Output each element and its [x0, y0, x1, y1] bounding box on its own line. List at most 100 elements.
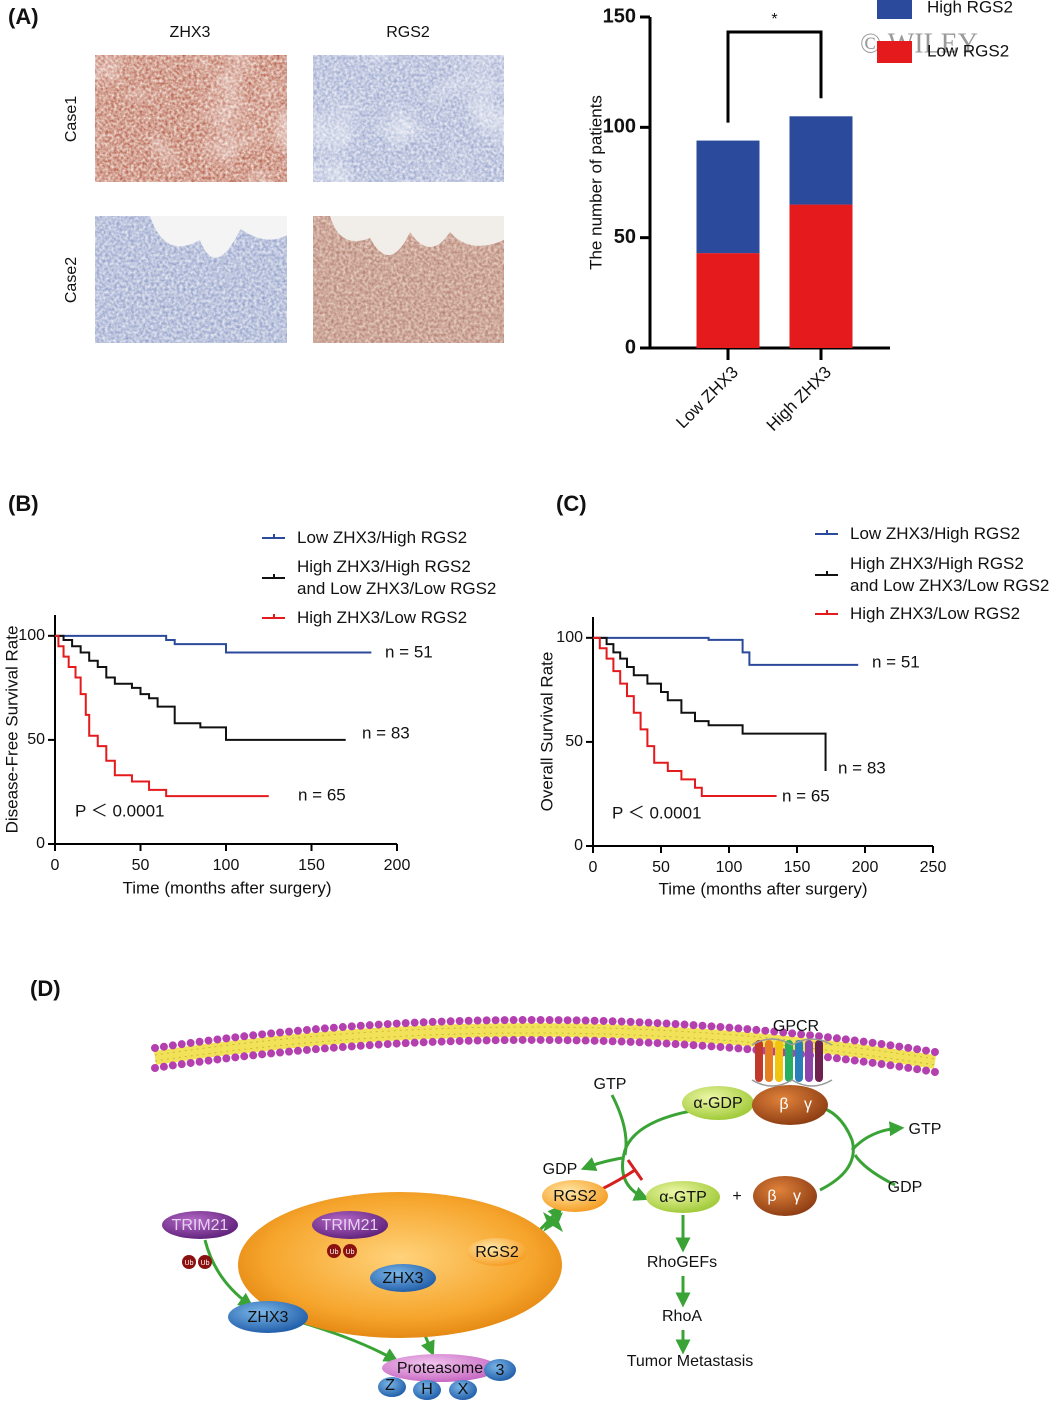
survival-curve: [55, 634, 346, 741]
g-beta-gamma: [752, 1085, 828, 1125]
survival-curve: [55, 634, 269, 798]
legend-label: High ZHX3/Low RGS2: [297, 608, 468, 627]
legend-swatch: [815, 571, 838, 576]
p-value: P ＜ 0.0001: [612, 803, 701, 822]
ihc-image: [313, 55, 504, 182]
ubiquitin: [327, 1244, 341, 1258]
x-tick-label: 200: [384, 857, 411, 874]
panel-label: (A): [8, 4, 39, 29]
zhx3-fragment: [449, 1380, 477, 1400]
diagram-label: Z: [385, 1377, 395, 1394]
diagram-label: Proteasome: [397, 1360, 483, 1377]
x-tick-label: 200: [852, 859, 879, 876]
diagram-label: α-GDP: [693, 1095, 742, 1112]
ihc-image: [95, 216, 287, 343]
legend-label: High RGS2: [927, 0, 1013, 16]
y-tick-label: 100: [603, 116, 636, 138]
diagram-label: ZHX3: [248, 1309, 289, 1326]
diagram-label: Tumor Metastasis: [627, 1353, 754, 1370]
zhx3-fragment: [413, 1380, 441, 1400]
diagram-label: RhoGEFs: [647, 1254, 717, 1271]
survival-curve: [593, 636, 859, 666]
x-tick-label: High ZHX3: [763, 363, 835, 435]
y-tick-label: 50: [27, 731, 45, 748]
legend-entry: Low ZHX3/High RGS2: [815, 523, 1020, 545]
legend-label: High ZHX3/Low RGS2: [850, 604, 1021, 623]
legend-swatch: [262, 534, 285, 539]
x-tick-label: 150: [784, 859, 811, 876]
legend-entry: High ZHX3/Low RGS2: [262, 607, 467, 629]
y-tick-label: 50: [614, 226, 636, 248]
diagram-label: TRIM21: [322, 1217, 379, 1234]
x-tick-label: 100: [716, 859, 743, 876]
y-axis-title: Disease-Free Survival Rate: [2, 626, 21, 834]
g-alpha: [646, 1181, 720, 1213]
diagram-label: 3: [496, 1362, 505, 1379]
diagram-label: α-GTP: [659, 1189, 706, 1206]
diagram-label: RGS2: [475, 1244, 519, 1261]
diagram-label: H: [421, 1381, 433, 1398]
x-tick-label: Low ZHX3: [672, 363, 742, 433]
survival-curve: [55, 634, 372, 654]
diagram-label: RhoA: [662, 1308, 702, 1325]
series-annotation: n = 51: [872, 652, 920, 671]
diagram-label: GPCR: [773, 1018, 819, 1035]
survival-curve: [593, 636, 777, 798]
diagram-label: +: [732, 1188, 741, 1205]
rgs2: [467, 1238, 527, 1266]
proteasome: [382, 1354, 498, 1382]
bar-segment: [696, 140, 760, 254]
survival-curve: [593, 636, 827, 772]
gpcr: [751, 1038, 833, 1087]
legend-swatch: [877, 0, 912, 19]
legend-entry: High ZHX3/High RGS2 and Low ZHX3/Low RGS…: [262, 556, 496, 600]
diagram-label: Ub: [185, 1260, 194, 1267]
x-tick-label: 50: [652, 859, 670, 876]
diagram-label: β: [767, 1188, 776, 1205]
legend-swatch: [815, 610, 838, 615]
x-tick-label: 0: [589, 859, 598, 876]
y-tick-label: 0: [625, 336, 636, 358]
series-annotation: n = 65: [782, 786, 830, 805]
ubiquitin: [198, 1255, 212, 1269]
series-annotation: n = 83: [838, 758, 886, 777]
ihc-column-label: ZHX3: [170, 24, 211, 41]
x-tick-label: 50: [132, 857, 150, 874]
legend-swatch: [815, 530, 838, 535]
x-tick-label: 0: [51, 857, 60, 874]
bar-segment: [789, 116, 853, 205]
diagram-label: TRIM21: [172, 1217, 229, 1234]
diagram-label: GDP: [888, 1179, 923, 1196]
legend-label: Low RGS2: [927, 41, 1009, 60]
zhx3-fragment: [378, 1377, 406, 1397]
y-tick-label: 50: [565, 733, 583, 750]
legend-entry: High ZHX3/High RGS2 and Low ZHX3/Low RGS…: [815, 553, 1049, 597]
legend-entry: Low ZHX3/High RGS2: [262, 527, 467, 549]
diagram-label: GTP: [594, 1076, 627, 1093]
series-annotation: n = 65: [298, 785, 346, 804]
diagram-label: Ub: [201, 1260, 210, 1267]
legend-label: Low ZHX3/High RGS2: [850, 524, 1021, 543]
ihc-image: [95, 55, 287, 182]
panel-label: (D): [30, 976, 61, 1001]
ihc-image: [313, 216, 504, 343]
x-tick-label: 250: [920, 859, 947, 876]
significance-label: *: [771, 11, 777, 28]
significance-bracket: [726, 30, 823, 123]
y-axis-title: The number of patients: [586, 95, 605, 270]
y-tick-label: 100: [556, 629, 583, 646]
series-annotation: n = 51: [385, 642, 433, 661]
zhx3: [370, 1264, 436, 1292]
y-tick-label: 100: [18, 627, 45, 644]
ihc-column-label: RGS2: [386, 24, 430, 41]
diagram-label: X: [458, 1381, 469, 1398]
g-beta-gamma: [753, 1176, 817, 1216]
diagram-label: Ub: [330, 1249, 339, 1256]
x-axis-title: Time (months after surgery): [122, 878, 331, 897]
ubiquitin: [182, 1255, 196, 1269]
zhx3: [228, 1301, 308, 1333]
legend-swatch: [262, 614, 285, 619]
y-tick-label: 0: [36, 835, 45, 852]
panel-label: (C): [556, 491, 587, 516]
